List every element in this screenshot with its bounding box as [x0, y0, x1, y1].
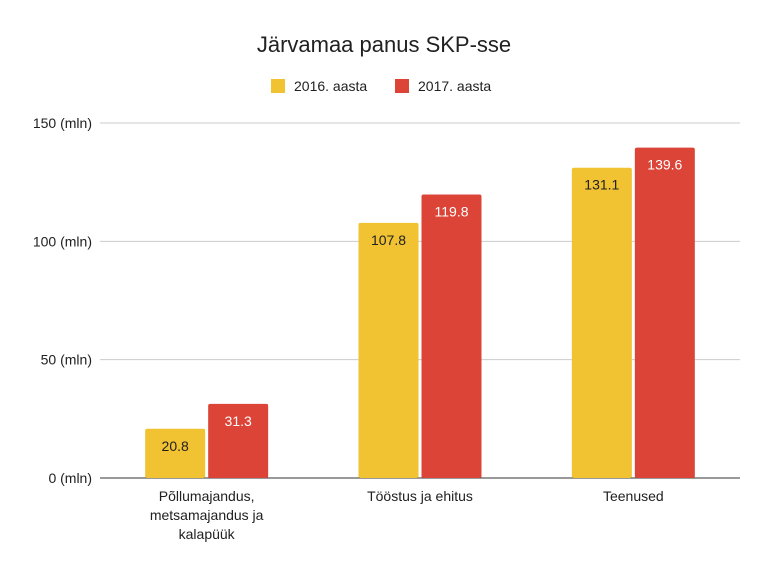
y-tick-label: 0 (mln) — [48, 470, 92, 486]
x-category-label: Põllumajandus, metsamajandus ja kalapüük — [150, 488, 264, 542]
bar-value-label: 107.8 — [371, 232, 406, 248]
bar-labels: 20.8 31.3 107.8 119.8 131.1 139.6 — [162, 157, 683, 454]
y-tick-label: 50 (mln) — [41, 352, 92, 368]
x-axis-categories: Põllumajandus, metsamajandus ja kalapüük Tö… — [150, 488, 664, 542]
legend-swatch-2 — [395, 79, 409, 93]
y-tick-label: 150 (mln) — [33, 115, 92, 131]
bar — [634, 147, 695, 478]
x-category-label: Teenused — [603, 488, 664, 504]
bar — [145, 428, 206, 478]
bars — [145, 147, 695, 479]
legend: 2016. aasta 2017. aasta — [271, 78, 491, 94]
legend-label-2: 2017. aasta — [418, 78, 491, 94]
y-axis-ticks: 0 (mln) 50 (mln) 100 (mln) 150 (mln) — [33, 115, 92, 486]
bar-value-label: 131.1 — [584, 177, 619, 193]
bar — [208, 403, 269, 478]
gridlines — [100, 122, 740, 479]
bar-value-label: 31.3 — [225, 413, 252, 429]
bar-value-label: 119.8 — [435, 203, 469, 219]
bar-value-label: 139.6 — [647, 157, 682, 173]
legend-swatch-1 — [271, 79, 285, 93]
legend-label-1: 2016. aasta — [294, 78, 367, 94]
chart-title: Järvamaa panus SKP-sse — [257, 32, 511, 57]
bar — [571, 167, 632, 479]
bar — [358, 222, 419, 478]
y-tick-label: 100 (mln) — [33, 233, 92, 249]
bar — [421, 194, 482, 478]
bar-value-label: 20.8 — [162, 438, 189, 454]
x-category-label: Tööstus ja ehitus — [367, 488, 473, 504]
